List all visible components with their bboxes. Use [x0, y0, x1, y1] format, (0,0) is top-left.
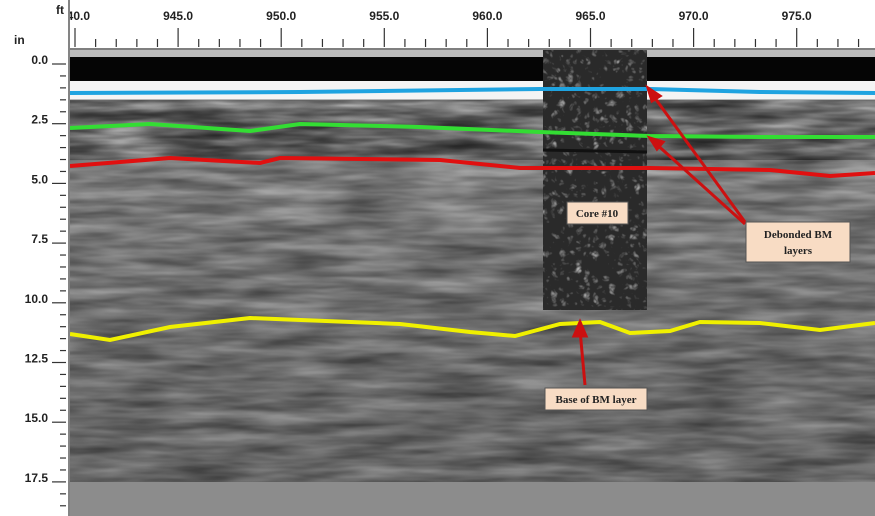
y-tick-label: 10.0: [25, 292, 49, 306]
x-tick-label: 955.0: [369, 9, 399, 23]
x-tick-label: 970.0: [679, 9, 709, 23]
debonded-label: Debonded BM: [764, 229, 833, 241]
x-unit: ft: [56, 3, 64, 17]
y-tick-label: 15.0: [25, 411, 49, 425]
y-tick-label: 7.5: [31, 232, 48, 246]
core-texture: [543, 37, 647, 310]
x-tick-label: 945.0: [163, 9, 193, 23]
base-label: Base of BM layer: [556, 394, 637, 406]
no-data: [70, 482, 875, 516]
core-crack: [543, 150, 647, 152]
y-tick-label: 0.0: [31, 53, 48, 67]
x-tick-label: 975.0: [782, 9, 812, 23]
core-label: Core #10: [576, 208, 619, 220]
x-tick-label: 950.0: [266, 9, 296, 23]
y-tick-label: 12.5: [25, 352, 49, 366]
y-tick-label: 5.0: [31, 172, 48, 186]
debonded-label: layers: [784, 245, 813, 257]
x-tick-label: 965.0: [575, 9, 605, 23]
y-tick-label: 17.5: [25, 471, 49, 485]
x-tick-label: 960.0: [472, 9, 502, 23]
surface-band: [70, 57, 875, 81]
radargram-view: ft in 940.0945.0950.0955.0960.0965.0970.…: [0, 0, 875, 516]
y-axis-panel: [0, 0, 70, 516]
x-axis-panel: [70, 0, 875, 50]
y-tick-label: 2.5: [31, 113, 48, 127]
y-unit: in: [14, 33, 25, 47]
